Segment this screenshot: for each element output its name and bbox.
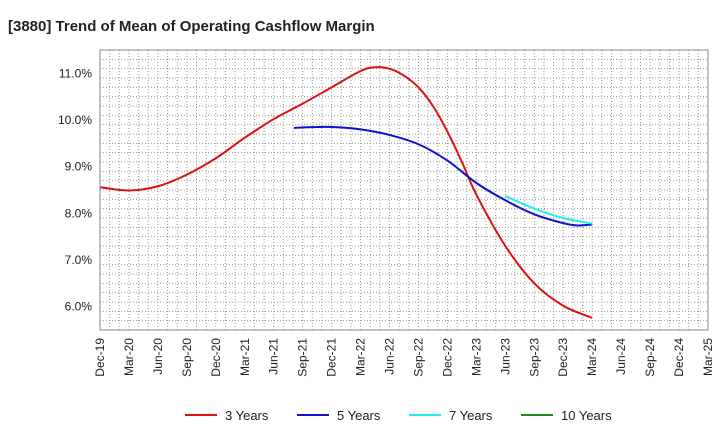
legend-label-10-years: 10 Years: [561, 408, 612, 423]
legend-label-3-years: 3 Years: [225, 408, 269, 423]
x-tick-label: Jun-24: [614, 338, 628, 375]
x-tick-label: Sep-20: [180, 338, 194, 377]
x-tick-label: Jun-23: [498, 338, 512, 375]
series-line-7-years: [504, 195, 593, 225]
grid-layer: [100, 50, 708, 330]
chart-title: [3880] Trend of Mean of Operating Cashfl…: [8, 18, 375, 35]
x-tick-label: Jun-20: [151, 338, 165, 375]
series-line-5-years: [293, 125, 593, 227]
legend-label-5-years: 5 Years: [337, 408, 381, 423]
x-tick-label: Mar-23: [469, 338, 483, 376]
y-tick-label: 8.0%: [65, 206, 93, 220]
y-tick-label: 9.0%: [65, 160, 93, 174]
x-tick-label: Mar-25: [701, 338, 715, 376]
x-tick-label: Mar-21: [238, 338, 252, 376]
x-tick-label: Dec-24: [672, 338, 686, 377]
y-axis-ticks: 6.0% 7.0% 8.0% 9.0% 10.0% 11.0%: [58, 66, 92, 313]
x-tick-label: Dec-21: [325, 338, 339, 377]
series-line-3-years: [99, 66, 593, 319]
x-tick-label: Sep-22: [411, 338, 425, 377]
legend-label-7-years: 7 Years: [449, 408, 493, 423]
x-tick-label: Mar-20: [122, 338, 136, 376]
y-tick-label: 7.0%: [65, 253, 93, 267]
x-axis-ticks: Dec-19 Mar-20 Jun-20 Sep-20 Dec-20 Mar-21 Jun-…: [93, 338, 715, 377]
y-tick-label: 10.0%: [58, 113, 92, 127]
x-tick-label: Dec-23: [556, 338, 570, 377]
y-tick-label: 11.0%: [59, 66, 92, 80]
x-tick-label: Jun-21: [267, 338, 281, 375]
legend: 3 Years 5 Years 7 Years 10 Years: [185, 408, 612, 423]
x-tick-label: Dec-22: [440, 338, 454, 377]
series-layer: [99, 66, 593, 319]
y-tick-label: 6.0%: [65, 300, 93, 314]
x-tick-label: Sep-21: [296, 338, 310, 377]
x-tick-label: Mar-24: [585, 338, 599, 376]
x-tick-label: Dec-19: [93, 338, 107, 377]
x-tick-label: Jun-22: [383, 338, 397, 375]
x-tick-label: Sep-23: [527, 338, 541, 377]
x-tick-label: Mar-22: [354, 338, 368, 376]
x-tick-label: Sep-24: [643, 338, 657, 377]
x-tick-label: Dec-20: [209, 338, 223, 377]
plot-frame: [99, 49, 709, 331]
